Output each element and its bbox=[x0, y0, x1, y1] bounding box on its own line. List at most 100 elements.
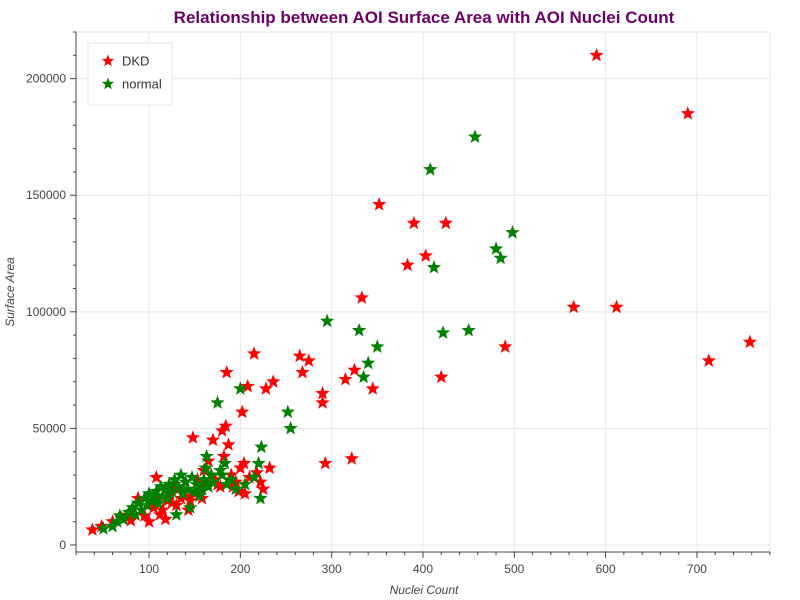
data-point bbox=[128, 507, 143, 521]
data-point bbox=[205, 432, 221, 447]
data-point bbox=[199, 448, 214, 463]
series-normal bbox=[96, 129, 520, 535]
data-point bbox=[233, 381, 248, 395]
data-point bbox=[210, 395, 225, 409]
x-tick-label: 700 bbox=[687, 562, 707, 576]
data-point bbox=[295, 364, 310, 379]
y-axis-ticks: 0 50000 100000 150000 200000 bbox=[26, 31, 76, 552]
data-point bbox=[183, 493, 198, 507]
data-point bbox=[249, 465, 264, 479]
x-tick-label: 400 bbox=[413, 562, 433, 576]
data-point bbox=[187, 483, 202, 498]
data-point bbox=[301, 353, 316, 367]
data-point bbox=[566, 299, 581, 314]
data-point bbox=[347, 362, 362, 377]
data-point bbox=[217, 455, 232, 470]
data-point bbox=[418, 248, 433, 262]
data-point bbox=[315, 395, 330, 409]
data-point bbox=[213, 462, 228, 477]
data-point bbox=[214, 467, 230, 482]
data-point bbox=[461, 322, 476, 337]
data-point bbox=[178, 474, 193, 489]
y-tick-label: 100000 bbox=[26, 305, 66, 319]
data-points bbox=[85, 47, 758, 536]
legend-marker bbox=[101, 77, 115, 90]
data-point bbox=[204, 467, 219, 482]
data-point bbox=[435, 325, 451, 339]
data-point bbox=[251, 455, 266, 470]
data-point bbox=[228, 481, 243, 496]
data-point bbox=[356, 369, 371, 384]
data-point bbox=[318, 455, 333, 470]
data-point bbox=[370, 339, 385, 353]
x-axis-label: Nuclei Count bbox=[390, 583, 459, 597]
data-point bbox=[141, 514, 157, 528]
data-point bbox=[171, 479, 186, 493]
data-point bbox=[169, 507, 184, 521]
data-point bbox=[406, 215, 421, 230]
y-tick-label: 150000 bbox=[26, 188, 66, 202]
y-tick-label: 0 bbox=[59, 538, 66, 552]
data-point bbox=[219, 476, 234, 491]
data-point bbox=[280, 404, 295, 419]
data-point bbox=[351, 322, 367, 337]
data-point bbox=[123, 513, 138, 527]
x-axis-ticks: 100 200 300 400 500 600 700 bbox=[75, 552, 771, 576]
data-point bbox=[228, 474, 243, 489]
data-point bbox=[235, 404, 250, 419]
data-point bbox=[609, 299, 624, 314]
legend-marker bbox=[101, 54, 115, 67]
data-point bbox=[153, 479, 169, 493]
data-point bbox=[438, 215, 453, 230]
data-point bbox=[488, 241, 504, 255]
data-point bbox=[498, 339, 513, 353]
x-tick-label: 100 bbox=[139, 562, 159, 576]
legend-label[interactable]: DKD bbox=[122, 54, 149, 69]
y-tick-label: 50000 bbox=[33, 421, 67, 435]
data-point bbox=[237, 476, 253, 491]
data-point bbox=[201, 479, 216, 493]
data-point bbox=[162, 476, 177, 491]
data-point bbox=[254, 439, 269, 454]
data-point bbox=[246, 346, 262, 360]
data-point bbox=[292, 348, 307, 363]
data-point bbox=[589, 47, 604, 62]
data-point bbox=[137, 490, 152, 505]
data-point bbox=[194, 481, 210, 496]
x-tick-label: 500 bbox=[504, 562, 524, 576]
data-point bbox=[140, 497, 155, 512]
data-point bbox=[256, 481, 271, 496]
data-point bbox=[134, 502, 149, 517]
data-point bbox=[205, 474, 221, 489]
data-point bbox=[158, 511, 173, 526]
data-point bbox=[141, 486, 157, 500]
legend[interactable]: DKD normal bbox=[87, 42, 173, 106]
data-point bbox=[434, 369, 449, 384]
data-point bbox=[96, 521, 111, 535]
data-point bbox=[151, 495, 166, 510]
data-point bbox=[493, 250, 508, 265]
data-point bbox=[185, 430, 201, 444]
data-point bbox=[190, 472, 205, 486]
data-point bbox=[130, 495, 146, 510]
data-point bbox=[218, 418, 233, 433]
y-axis-label: Surface Area bbox=[3, 257, 17, 327]
data-point bbox=[198, 460, 213, 475]
data-point bbox=[105, 518, 120, 533]
data-point bbox=[219, 364, 234, 379]
data-point bbox=[210, 476, 225, 491]
data-point bbox=[742, 334, 758, 349]
data-point bbox=[169, 497, 184, 512]
data-point bbox=[246, 469, 262, 484]
legend-label[interactable]: normal bbox=[122, 77, 162, 92]
data-point bbox=[400, 257, 415, 272]
data-point bbox=[258, 381, 274, 395]
data-point bbox=[237, 486, 253, 500]
data-point bbox=[164, 483, 180, 498]
data-point bbox=[315, 385, 330, 400]
data-point bbox=[467, 129, 483, 143]
data-point bbox=[183, 500, 198, 514]
legend-box bbox=[87, 42, 173, 106]
data-point bbox=[164, 495, 180, 510]
